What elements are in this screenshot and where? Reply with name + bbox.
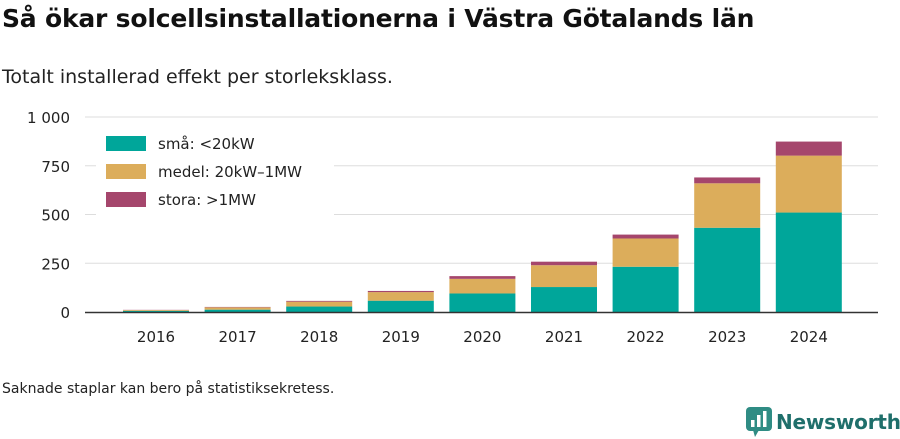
- brand-logo: Newsworthy: [746, 407, 900, 437]
- bar-stack-2019: [367, 290, 434, 312]
- x-tick-label: 2024: [790, 328, 828, 346]
- y-tick-label: 1 000: [27, 109, 70, 127]
- bar-segment-small: [449, 293, 516, 312]
- footnote: Saknade staplar kan bero på statistiksek…: [2, 381, 335, 397]
- y-tick-label: 0: [60, 304, 70, 322]
- bar-stack-2018: [286, 300, 353, 312]
- bar-segment-large: [694, 177, 761, 184]
- bar-segment-medium: [367, 292, 434, 301]
- bar-stack-2023: [694, 177, 761, 312]
- x-tick-label: 2016: [137, 328, 175, 346]
- bar-segment-small: [531, 287, 597, 312]
- x-tick-label: 2018: [300, 328, 338, 346]
- bar-segment-medium: [612, 238, 679, 267]
- x-tick-label: 2023: [708, 328, 746, 346]
- chart-title: Så ökar solcellsinstallationerna i Västr…: [2, 4, 755, 33]
- y-tick-label: 750: [41, 158, 70, 176]
- bar-segment-small: [694, 227, 761, 312]
- bar-segment-medium: [204, 307, 271, 310]
- bar-segment-small: [123, 310, 189, 312]
- legend-label: medel: 20kW–1MW: [158, 163, 302, 181]
- bar-segment-small: [775, 212, 842, 312]
- bar-segment-medium: [449, 278, 516, 294]
- bar-segment-medium: [775, 155, 842, 213]
- bar-segment-large: [286, 300, 353, 302]
- bar-stack-2020: [449, 276, 516, 312]
- bar-segment-small: [612, 266, 679, 312]
- bar-segment-large: [531, 261, 597, 266]
- bar-segment-medium: [286, 301, 353, 307]
- bar-segment-large: [775, 141, 842, 156]
- chart-subtitle: Totalt installerad effekt per storlekskl…: [2, 66, 393, 88]
- legend-label: små: <20kW: [158, 135, 255, 153]
- y-axis-ticks: 0 250 500 750 1 000: [27, 109, 70, 322]
- bar-stack-2017: [204, 306, 271, 312]
- bar-stack-2022: [612, 234, 679, 312]
- legend-swatch: [106, 192, 146, 207]
- bar-stack-2021: [531, 261, 597, 312]
- stacked-bar-chart: 0 250 500 750 1 000 2016 2017 2018 2019 2020 2021…: [27, 109, 878, 346]
- bar-segment-large: [449, 276, 516, 279]
- newsworthy-logo-icon: [746, 407, 772, 437]
- bar-segment-small: [204, 309, 271, 312]
- bar-segment-large: [612, 234, 679, 239]
- y-tick-label: 250: [41, 255, 70, 273]
- x-tick-label: 2020: [463, 328, 501, 346]
- legend-swatch: [106, 164, 146, 179]
- bar-stack-2016: [123, 309, 189, 312]
- x-axis-ticks: 2016 2017 2018 2019 2020 2021 2022 2023 2024: [137, 328, 828, 346]
- bar-segment-medium: [531, 265, 597, 288]
- y-tick-label: 500: [41, 207, 70, 225]
- legend-label: stora: >1MW: [158, 191, 256, 209]
- brand-name: Newsworthy: [776, 410, 900, 434]
- x-tick-label: 2022: [627, 328, 665, 346]
- x-tick-label: 2019: [382, 328, 420, 346]
- x-tick-label: 2017: [219, 328, 257, 346]
- bar-segment-medium: [694, 183, 761, 228]
- bar-segment-small: [286, 306, 353, 312]
- bar-segment-large: [367, 290, 434, 293]
- bar-stack-2024: [775, 141, 842, 312]
- legend: små: <20kW medel: 20kW–1MW stora: >1MW: [96, 128, 334, 216]
- bar-segment-small: [367, 300, 434, 312]
- bar-segment-medium: [123, 310, 189, 311]
- legend-swatch: [106, 136, 146, 151]
- bar-series: [123, 141, 842, 312]
- x-tick-label: 2021: [545, 328, 583, 346]
